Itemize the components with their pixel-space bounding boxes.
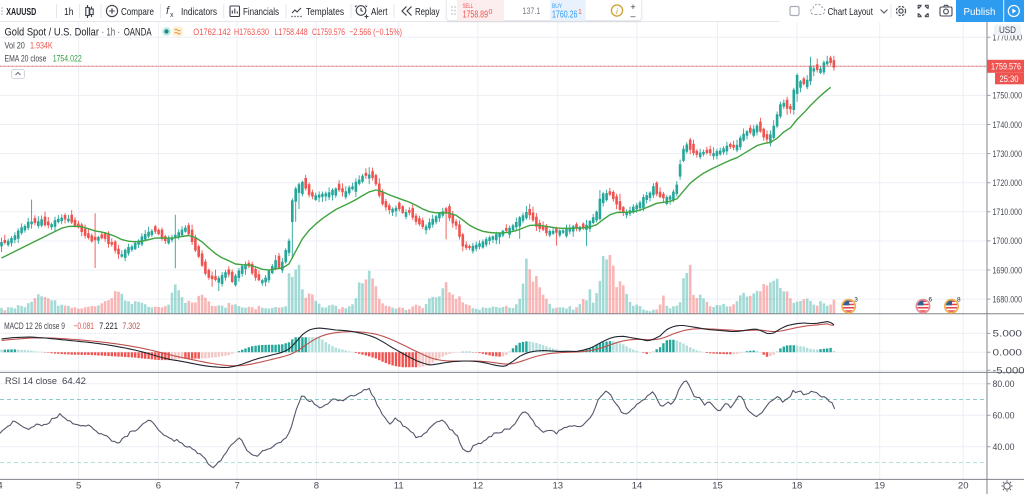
svg-text:SELL: SELL — [463, 3, 474, 10]
svg-text:14: 14 — [632, 481, 643, 492]
svg-text:11: 11 — [394, 481, 404, 492]
svg-text:137.1: 137.1 — [523, 6, 541, 16]
svg-text:−2.566 (−0.15%): −2.566 (−0.15%) — [349, 27, 402, 38]
svg-text:8: 8 — [314, 481, 319, 492]
svg-text:Alert: Alert — [371, 6, 388, 18]
svg-text:1690.000: 1690.000 — [993, 265, 1023, 276]
svg-text:1730.000: 1730.000 — [993, 149, 1023, 160]
svg-text:MACD 12 26 close 9: MACD 12 26 close 9 — [4, 321, 65, 332]
svg-text:Replay: Replay — [415, 6, 440, 18]
svg-text:· 1h ·: · 1h · — [102, 27, 121, 39]
svg-text:3: 3 — [854, 297, 858, 304]
svg-text:7.302: 7.302 — [122, 321, 140, 332]
svg-text:Templates: Templates — [306, 6, 344, 18]
svg-text:EMA 20 close: EMA 20 close — [5, 54, 47, 65]
svg-text:x: x — [170, 12, 174, 19]
svg-text:Financials: Financials — [243, 6, 279, 18]
svg-text:0: 0 — [489, 9, 493, 16]
svg-text:Indicators: Indicators — [181, 6, 217, 18]
svg-text:40.00: 40.00 — [993, 442, 1015, 453]
svg-text:1710.000: 1710.000 — [993, 207, 1023, 218]
svg-text:RSI 14 close: RSI 14 close — [5, 376, 57, 387]
svg-text:f: f — [166, 5, 170, 17]
svg-text:1770.000: 1770.000 — [993, 33, 1023, 44]
svg-text:Gold Spot / U.S. Dollar: Gold Spot / U.S. Dollar — [5, 27, 100, 39]
svg-text:L1758.448: L1758.448 — [275, 27, 308, 38]
svg-text:1.934K: 1.934K — [30, 41, 53, 52]
svg-text:1740.000: 1740.000 — [993, 120, 1023, 131]
svg-text:18: 18 — [792, 481, 803, 492]
svg-text:Compare: Compare — [121, 6, 154, 18]
svg-text:1h: 1h — [64, 6, 74, 18]
svg-text:7.221: 7.221 — [99, 321, 118, 332]
svg-text:25:30: 25:30 — [1000, 74, 1019, 84]
svg-text:−0.081: −0.081 — [74, 321, 95, 332]
svg-text:C1759.576: C1759.576 — [312, 27, 345, 38]
svg-text:5: 5 — [76, 481, 81, 492]
svg-text:OANDA: OANDA — [124, 27, 152, 39]
svg-text:Publish: Publish — [964, 6, 996, 18]
svg-text:80.00: 80.00 — [993, 379, 1015, 390]
svg-text:XAUUSD: XAUUSD — [6, 6, 36, 18]
svg-text:1760.26: 1760.26 — [552, 10, 578, 21]
svg-text:7: 7 — [234, 481, 239, 492]
svg-text:-5.000: -5.000 — [993, 366, 1024, 377]
svg-text:8: 8 — [957, 297, 961, 304]
svg-text:1680.000: 1680.000 — [993, 294, 1023, 305]
svg-text:BUY: BUY — [552, 3, 562, 10]
svg-text:1754.022: 1754.022 — [53, 54, 82, 65]
svg-text:1758.89: 1758.89 — [463, 10, 488, 21]
svg-text:i: i — [616, 6, 619, 16]
svg-text:60.00: 60.00 — [993, 411, 1015, 422]
svg-text:1700.000: 1700.000 — [993, 236, 1023, 247]
svg-text:0.000: 0.000 — [993, 348, 1023, 359]
svg-text:1750.000: 1750.000 — [993, 91, 1023, 102]
svg-text:12: 12 — [473, 481, 484, 492]
svg-text:Chart Layout: Chart Layout — [828, 6, 873, 18]
svg-text:1759.576: 1759.576 — [991, 62, 1021, 72]
svg-text:64.42: 64.42 — [62, 376, 86, 387]
svg-text:1720.000: 1720.000 — [993, 178, 1023, 189]
svg-text:6: 6 — [929, 297, 933, 304]
svg-text:+: + — [630, 2, 635, 12]
svg-text:20: 20 — [958, 481, 969, 492]
svg-text:O1762.142: O1762.142 — [193, 27, 231, 38]
svg-text:1: 1 — [578, 9, 582, 16]
svg-text:H1763.630: H1763.630 — [234, 27, 269, 38]
svg-text:–: – — [630, 11, 635, 21]
svg-text:4: 4 — [0, 481, 3, 492]
svg-text:6: 6 — [156, 481, 161, 492]
svg-text:19: 19 — [874, 481, 885, 492]
svg-text:13: 13 — [553, 481, 564, 492]
svg-text:USD: USD — [999, 25, 1016, 35]
svg-text:Vol 20: Vol 20 — [5, 41, 25, 52]
svg-text:5.000: 5.000 — [993, 329, 1023, 340]
svg-text:15: 15 — [712, 481, 723, 492]
